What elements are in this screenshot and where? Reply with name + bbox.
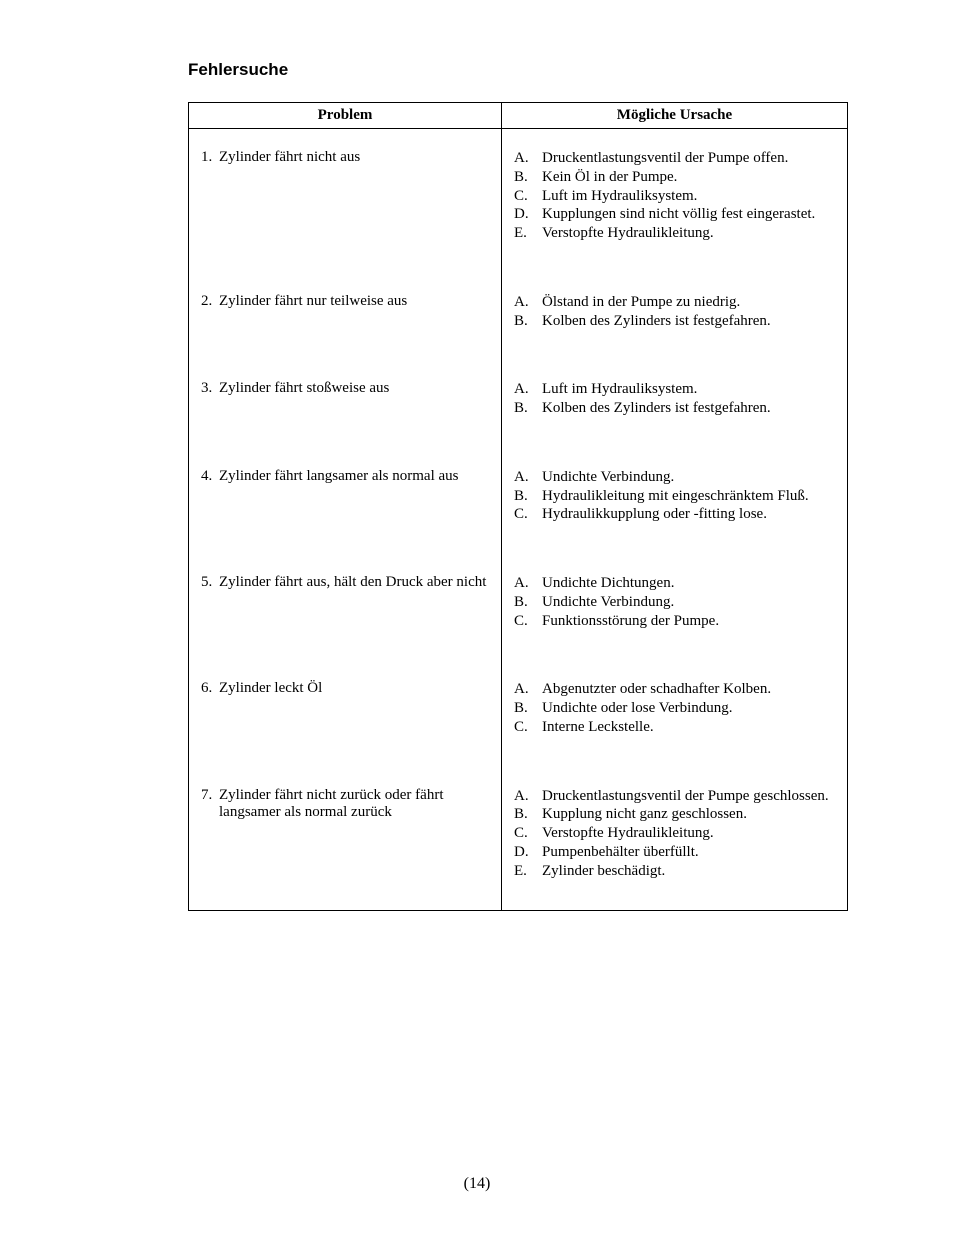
cause-letter: A.	[514, 380, 542, 399]
cause-text: Druckentlastungsventil der Pumpe geschlo…	[542, 787, 829, 806]
cause-text: Kupplungen sind nicht völlig fest einger…	[542, 205, 815, 224]
problem-number: 2.	[201, 293, 219, 310]
cause-letter: C.	[514, 187, 542, 206]
cause-letter: A.	[514, 574, 542, 593]
problem-cell: 4.Zylinder fährt langsamer als normal au…	[189, 448, 502, 554]
cause-text: Kolben des Zylinders ist festgefahren.	[542, 312, 771, 331]
problem-cell: 2.Zylinder fährt nur teilweise aus	[189, 273, 502, 361]
cause-letter: E.	[514, 862, 542, 881]
cause-letter: D.	[514, 843, 542, 862]
troubleshoot-table: Problem Mögliche Ursache 1.Zylinder fähr…	[188, 102, 848, 911]
col-header-problem: Problem	[189, 103, 502, 129]
problem-cell: 5.Zylinder fährt aus, hält den Druck abe…	[189, 554, 502, 660]
cause-text: Hydraulikleitung mit eingeschränktem Flu…	[542, 487, 809, 506]
cause-letter: B.	[514, 699, 542, 718]
problem-text: Zylinder fährt aus, hält den Druck aber …	[219, 574, 486, 591]
cause-text: Kolben des Zylinders ist festgefahren.	[542, 399, 771, 418]
cause-text: Verstopfte Hydraulikleitung.	[542, 224, 714, 243]
cause-text: Luft im Hydrauliksystem.	[542, 187, 697, 206]
problem-number: 4.	[201, 468, 219, 485]
cause-text: Interne Leckstelle.	[542, 718, 654, 737]
problem-cell: 1.Zylinder fährt nicht aus	[189, 129, 502, 273]
problem-text: Zylinder fährt stoßweise aus	[219, 380, 389, 397]
cause-text: Abgenutzter oder schadhafter Kolben.	[542, 680, 771, 699]
problem-text: Zylinder fährt nicht zurück oder fährt l…	[219, 787, 493, 821]
section-heading: Fehlersuche	[188, 60, 854, 80]
problem-number: 7.	[201, 787, 219, 821]
cause-cell: A.Ölstand in der Pumpe zu niedrig.B.Kolb…	[502, 273, 848, 361]
cause-text: Undichte oder lose Verbindung.	[542, 699, 733, 718]
cause-letter: C.	[514, 612, 542, 631]
cause-text: Hydraulikkupplung oder -fitting lose.	[542, 505, 767, 524]
cause-letter: A.	[514, 293, 542, 312]
cause-letter: B.	[514, 487, 542, 506]
cause-text: Undichte Verbindung.	[542, 593, 674, 612]
cause-letter: B.	[514, 593, 542, 612]
problem-cell: 7.Zylinder fährt nicht zurück oder fährt…	[189, 767, 502, 911]
cause-cell: A.Druckentlastungsventil der Pumpe gesch…	[502, 767, 848, 911]
problem-number: 3.	[201, 380, 219, 397]
problem-number: 1.	[201, 149, 219, 166]
cause-letter: A.	[514, 468, 542, 487]
cause-letter: A.	[514, 680, 542, 699]
cause-letter: A.	[514, 787, 542, 806]
problem-cell: 6.Zylinder leckt Öl	[189, 660, 502, 766]
cause-letter: E.	[514, 224, 542, 243]
cause-letter: B.	[514, 168, 542, 187]
cause-text: Undichte Verbindung.	[542, 468, 674, 487]
cause-letter: A.	[514, 149, 542, 168]
cause-letter: C.	[514, 824, 542, 843]
cause-letter: C.	[514, 718, 542, 737]
cause-text: Luft im Hydrauliksystem.	[542, 380, 697, 399]
page-number: (14)	[0, 1175, 954, 1193]
cause-text: Zylinder beschädigt.	[542, 862, 665, 881]
cause-text: Kein Öl in der Pumpe.	[542, 168, 677, 187]
cause-cell: A.Abgenutzter oder schadhafter Kolben.B.…	[502, 660, 848, 766]
problem-text: Zylinder fährt nur teilweise aus	[219, 293, 407, 310]
cause-text: Funktionsstörung der Pumpe.	[542, 612, 719, 631]
cause-cell: A.Druckentlastungsventil der Pumpe offen…	[502, 129, 848, 273]
cause-letter: D.	[514, 205, 542, 224]
cause-letter: B.	[514, 399, 542, 418]
problem-number: 5.	[201, 574, 219, 591]
cause-letter: B.	[514, 805, 542, 824]
cause-cell: A.Undichte Verbindung.B.Hydraulikleitung…	[502, 448, 848, 554]
cause-text: Pumpenbehälter überfüllt.	[542, 843, 699, 862]
problem-text: Zylinder fährt nicht aus	[219, 149, 360, 166]
cause-text: Kupplung nicht ganz geschlossen.	[542, 805, 747, 824]
col-header-cause: Mögliche Ursache	[502, 103, 848, 129]
problem-text: Zylinder fährt langsamer als normal aus	[219, 468, 459, 485]
problem-cell: 3.Zylinder fährt stoßweise aus	[189, 360, 502, 448]
cause-letter: C.	[514, 505, 542, 524]
cause-cell: A.Undichte Dichtungen.B.Undichte Verbind…	[502, 554, 848, 660]
problem-text: Zylinder leckt Öl	[219, 680, 322, 697]
cause-cell: A.Luft im Hydrauliksystem.B.Kolben des Z…	[502, 360, 848, 448]
problem-number: 6.	[201, 680, 219, 697]
cause-letter: B.	[514, 312, 542, 331]
cause-text: Verstopfte Hydraulikleitung.	[542, 824, 714, 843]
cause-text: Druckentlastungsventil der Pumpe offen.	[542, 149, 788, 168]
cause-text: Ölstand in der Pumpe zu niedrig.	[542, 293, 740, 312]
cause-text: Undichte Dichtungen.	[542, 574, 674, 593]
